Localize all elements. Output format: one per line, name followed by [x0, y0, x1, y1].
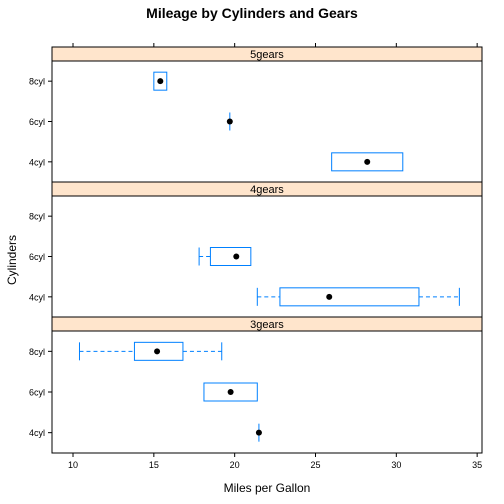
median-dot [154, 348, 161, 355]
x-tick-label: 30 [391, 460, 401, 470]
x-tick-label: 35 [472, 460, 482, 470]
y-tick-label: 4cyl [29, 157, 45, 167]
x-axis-label: Miles per Gallon [224, 481, 311, 495]
panel-strip-label: 3gears [250, 319, 284, 331]
y-tick-label: 6cyl [29, 252, 45, 262]
chart-title: Mileage by Cylinders and Gears [146, 5, 358, 21]
y-tick-label: 4cyl [29, 428, 45, 438]
box-iqr [133, 341, 184, 361]
median-dot [255, 429, 262, 436]
panel-frame [51, 195, 483, 318]
x-tick-label: 20 [230, 460, 240, 470]
y-tick-label: 6cyl [29, 117, 45, 127]
x-tick-label: 10 [68, 460, 78, 470]
median-dot [326, 293, 333, 300]
median-dot [227, 389, 234, 395]
panel-strip-label: 5gears [250, 49, 284, 61]
x-tick-label: 25 [310, 460, 320, 470]
plot-area: 5gears 4cyl 6cyl 8cyl 4gears 4cyl 6cyl 8cyl 3gea… [29, 43, 483, 470]
median-dot [364, 158, 371, 165]
box-iqr [203, 382, 258, 402]
median-dot [157, 78, 164, 85]
x-tick-label: 15 [149, 460, 159, 470]
panel-frame [51, 60, 483, 183]
median-dot [226, 118, 233, 125]
y-tick-label: 8cyl [29, 347, 45, 357]
box-iqr [153, 71, 168, 91]
panel-frame [51, 330, 483, 454]
y-tick-label: 8cyl [29, 212, 45, 222]
y-axis-label: Cylinders [5, 235, 19, 285]
panel-strip-label: 4gears [250, 184, 284, 196]
box-iqr [331, 152, 404, 172]
y-tick-label: 4cyl [29, 292, 45, 302]
y-tick-label: 8cyl [29, 77, 45, 87]
y-tick-label: 6cyl [29, 388, 45, 398]
median-dot [233, 253, 240, 260]
box-iqr [279, 287, 420, 307]
box-iqr [209, 247, 252, 266]
